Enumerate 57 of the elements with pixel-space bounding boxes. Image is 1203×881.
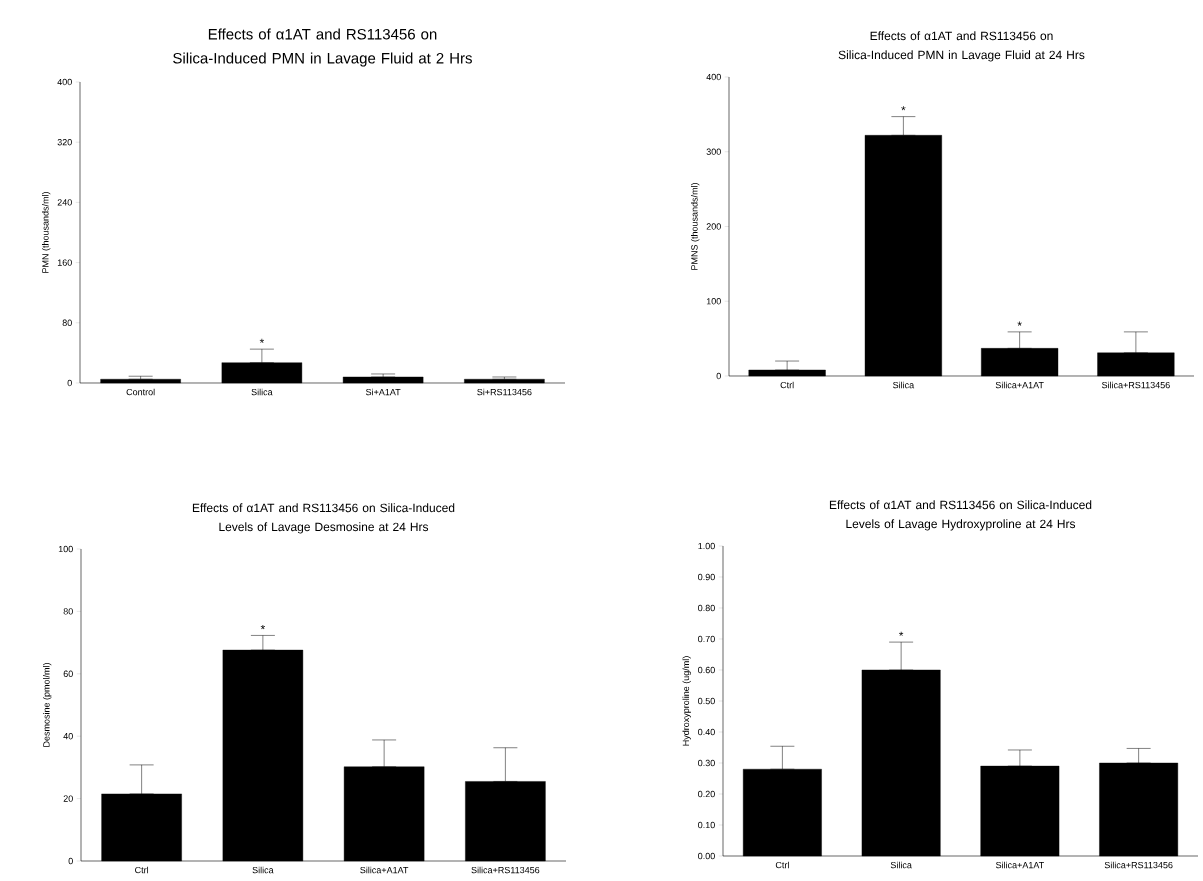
y-tick-label: 400 <box>57 78 72 86</box>
x-tick-label: Si+A1AT <box>365 388 401 396</box>
y-tick-label: 100 <box>706 298 721 305</box>
y-axis-title: PMN (thousands/ml) <box>41 192 51 273</box>
y-tick-label: 0.20 <box>698 790 715 798</box>
x-tick-label: Silica+RS113456 <box>1101 381 1170 389</box>
y-tick-label: 60 <box>63 670 73 677</box>
y-tick-label: 100 <box>58 545 73 553</box>
x-tick-label: Silica+A1AT <box>995 381 1044 389</box>
chart-title: Effects of α1AT and RS113456 on Silica-Induced PMN in Lavage Fluid at 2 Hrs <box>173 28 472 67</box>
y-tick-label: 0.40 <box>698 728 715 736</box>
x-tick-label: Silica <box>252 866 274 874</box>
y-tick-label: 20 <box>63 795 73 802</box>
chart-title: Effects of α1AT and RS113456 on Silica-Induced Levels of Lavage Desmosine at 24 Hrs <box>192 503 455 534</box>
x-tick-label: Silica+A1AT <box>360 866 409 874</box>
y-tick-label: 0.80 <box>698 604 715 612</box>
y-tick-label: 300 <box>706 148 721 155</box>
x-tick-label: Ctrl <box>135 866 149 874</box>
x-tick-label: Silica <box>890 861 912 869</box>
y-tick-label: 80 <box>62 319 72 326</box>
annotation: * <box>260 624 266 630</box>
y-tick-label: 0.60 <box>698 666 715 674</box>
y-tick-label: 0.50 <box>698 697 715 705</box>
annotation: * <box>1017 321 1022 326</box>
y-tick-label: 40 <box>63 733 73 740</box>
annotation: * <box>259 338 265 343</box>
y-tick-label: 0.00 <box>698 852 715 860</box>
y-axis-title: PMNS (thousands/ml) <box>691 183 700 270</box>
x-tick-label: Si+RS113456 <box>477 388 532 396</box>
chart-title: Effects of α1AT and RS113456 on Silica-Induced PMN in Lavage Fluid at 24 Hrs <box>838 31 1085 62</box>
y-tick-label: 0.10 <box>698 821 715 829</box>
annotation: * <box>901 106 906 111</box>
y-tick-label: 0 <box>67 379 72 387</box>
y-tick-label: 0.90 <box>698 573 715 581</box>
y-tick-label: 0 <box>716 372 721 380</box>
y-axis-title: Desmosine (pmol/ml) <box>42 663 52 747</box>
chart-title: Effects of α1AT and RS113456 on Silica-Induced Levels of Lavage Hydroxyproline at 24 Hrs <box>829 500 1092 531</box>
x-tick-label: Silica+RS113456 <box>471 866 540 874</box>
y-tick-label: 400 <box>706 73 721 81</box>
y-tick-label: 0 <box>68 857 73 865</box>
y-tick-label: 0.30 <box>698 759 715 767</box>
x-tick-label: Silica+A1AT <box>995 861 1044 869</box>
x-tick-label: Silica <box>251 388 273 396</box>
x-tick-label: Silica+RS113456 <box>1104 861 1173 869</box>
x-tick-label: Ctrl <box>780 381 794 389</box>
y-tick-label: 200 <box>706 223 721 230</box>
x-tick-label: Ctrl <box>775 861 789 869</box>
y-tick-label: 1.00 <box>698 542 715 550</box>
x-tick-label: Control <box>126 388 155 396</box>
y-tick-label: 160 <box>57 259 72 266</box>
x-tick-label: Silica <box>893 381 915 389</box>
y-axis-title: Hydroxyproline (ug/ml) <box>682 656 691 746</box>
y-tick-label: 240 <box>57 199 72 206</box>
y-tick-label: 0.70 <box>698 635 715 643</box>
y-tick-label: 320 <box>57 139 72 146</box>
annotation: * <box>898 631 904 636</box>
y-tick-label: 80 <box>63 608 73 615</box>
